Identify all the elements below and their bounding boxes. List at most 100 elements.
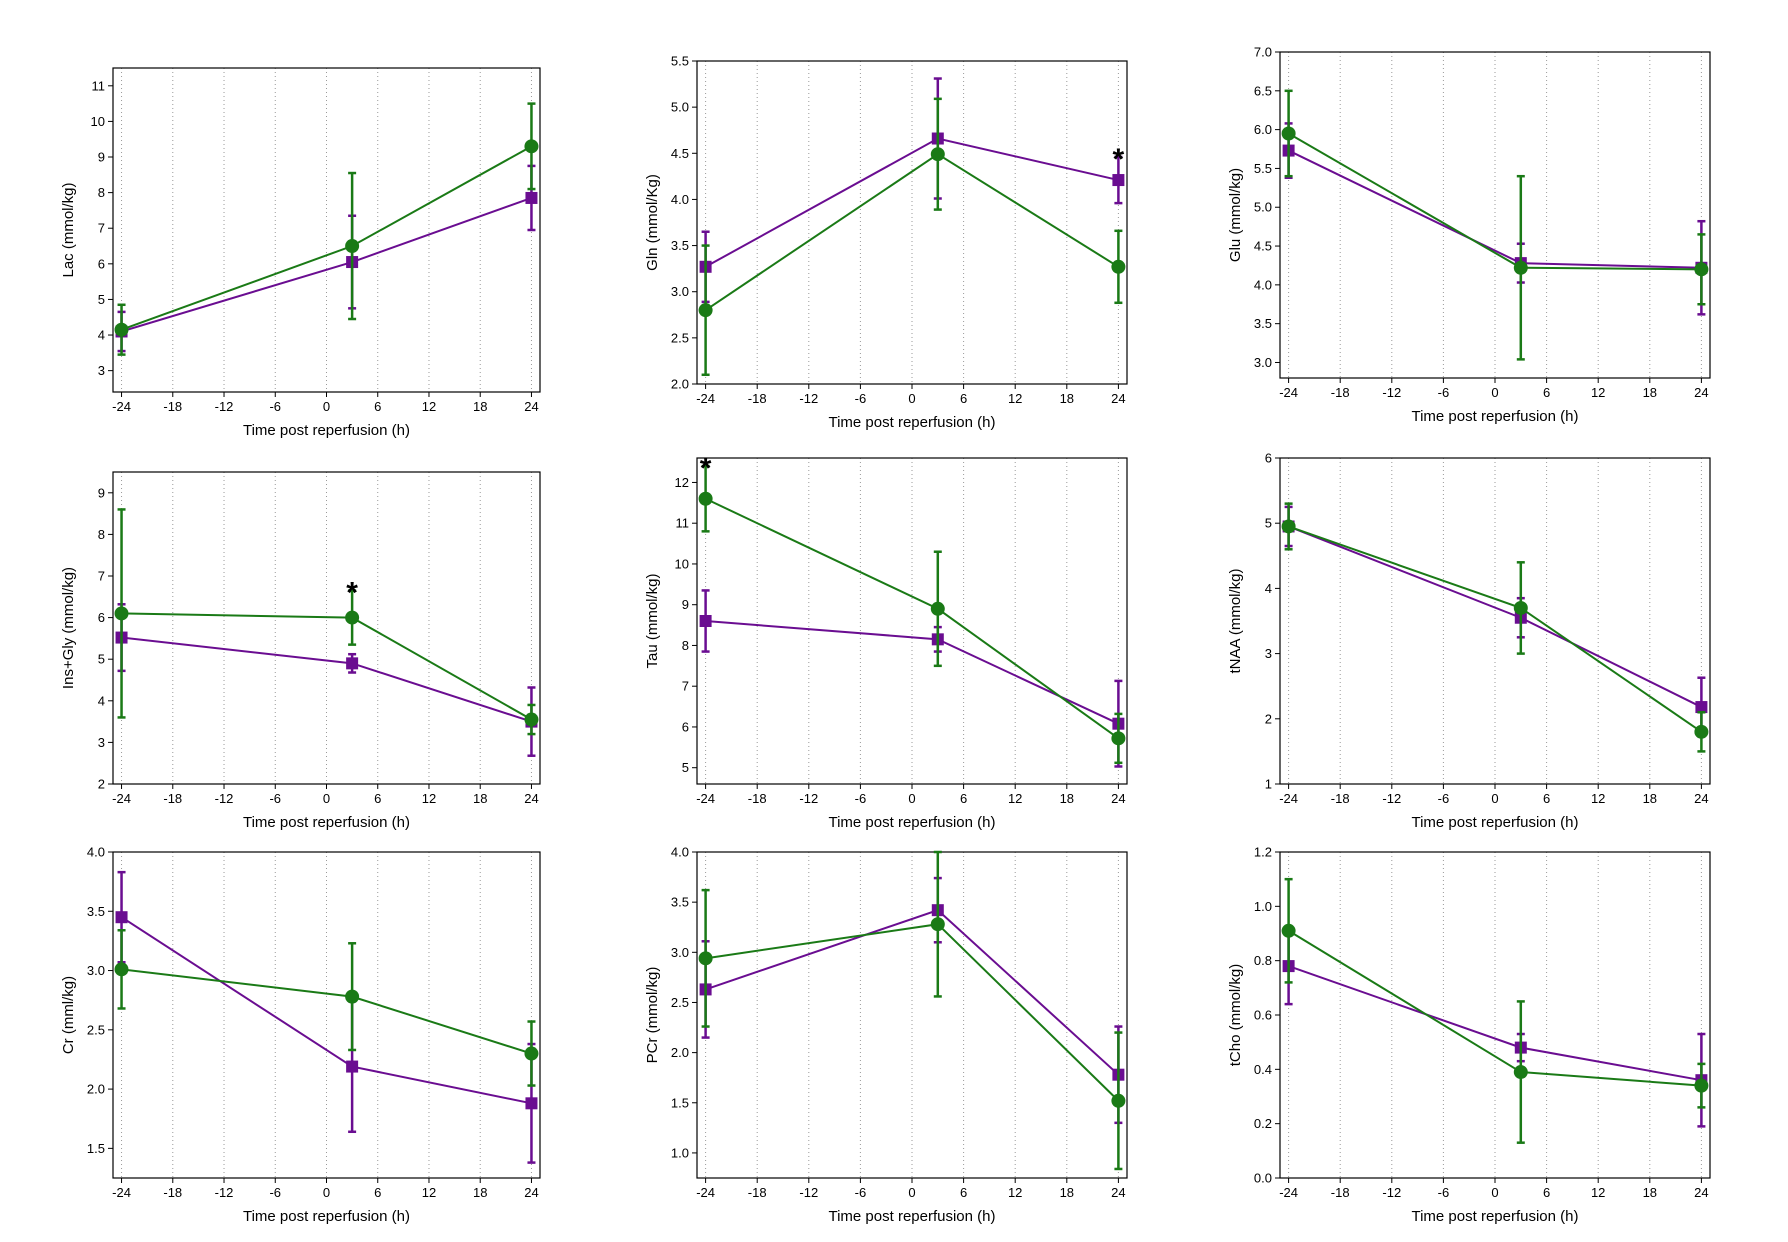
x-tick-label: -18 [1331, 385, 1350, 400]
y-tick-label: 0.2 [1254, 1116, 1272, 1131]
x-tick-label: -12 [799, 791, 818, 806]
x-tick-label: 0 [1491, 385, 1498, 400]
series-line [1288, 525, 1702, 733]
y-tick-label: 3.0 [87, 963, 105, 978]
y-tick-label: 9 [98, 150, 105, 165]
x-tick-label: 18 [1060, 791, 1074, 806]
series-green [698, 464, 1126, 765]
y-tick-label: 8 [682, 638, 689, 653]
data-point [1281, 519, 1296, 534]
x-tick-label: 12 [1008, 391, 1022, 406]
x-tick-label: -18 [748, 791, 767, 806]
y-tick-label: 7 [98, 569, 105, 584]
y-tick-label: 6 [1265, 451, 1272, 466]
x-axis-title: Time post reperfusion (h) [243, 422, 410, 439]
x-axis-title: Time post reperfusion (h) [828, 414, 995, 431]
y-tick-label: 2 [98, 777, 105, 792]
series-green [114, 928, 539, 1087]
x-tick-label: 6 [1543, 1185, 1550, 1200]
y-tick-label: 9 [682, 597, 689, 612]
series-purple [699, 77, 1125, 304]
y-tick-label: 1.5 [671, 1095, 689, 1110]
y-tick-label: 4 [98, 328, 105, 343]
x-tick-label: 6 [960, 1185, 967, 1200]
y-tick-label: 3.0 [671, 284, 689, 299]
x-tick-label: 12 [1591, 791, 1605, 806]
y-tick-label: 12 [675, 475, 689, 490]
y-tick-label: 3 [1265, 646, 1272, 661]
x-tick-label: 18 [1643, 1185, 1657, 1200]
y-tick-label: 5.0 [671, 100, 689, 115]
y-tick-label: 3 [98, 363, 105, 378]
y-tick-label: 6 [98, 610, 105, 625]
y-tick-label: 0.8 [1254, 953, 1272, 968]
x-tick-label: 24 [524, 1185, 538, 1200]
data-point [114, 962, 129, 977]
x-tick-label: -6 [1438, 385, 1450, 400]
data-point [345, 610, 360, 625]
y-tick-label: 3 [98, 735, 105, 750]
y-tick-label: 6 [98, 256, 105, 271]
x-tick-label: 24 [1111, 791, 1125, 806]
x-tick-label: -18 [1331, 791, 1350, 806]
data-point [930, 147, 945, 162]
x-tick-label: -18 [163, 791, 182, 806]
x-tick-label: -12 [1382, 1185, 1401, 1200]
x-tick-label: -24 [696, 791, 715, 806]
y-tick-label: 3.5 [1254, 316, 1272, 331]
x-tick-label: 6 [1543, 385, 1550, 400]
series-line [1288, 965, 1702, 1082]
x-tick-label: 18 [1643, 791, 1657, 806]
x-tick-label: 0 [1491, 1185, 1498, 1200]
x-tick-label: 6 [960, 391, 967, 406]
y-tick-label: 2 [1265, 711, 1272, 726]
x-tick-label: 12 [1008, 791, 1022, 806]
x-tick-label: -6 [855, 791, 867, 806]
y-tick-label: 3.0 [1254, 355, 1272, 370]
series-line [121, 145, 532, 331]
series-line [705, 620, 1119, 725]
y-tick-label: 2.0 [671, 377, 689, 392]
data-point [699, 615, 712, 627]
y-tick-label: 6.5 [1254, 83, 1272, 98]
x-tick-label: 12 [1591, 385, 1605, 400]
chart-panel: -24 -18 -12 -6 0 6 12 18 24 3 4 5 6 7 8 9 10 11 Time post … [60, 67, 541, 439]
x-tick-label: 6 [960, 791, 967, 806]
chart-panel: -24 -18 -12 -6 0 6 12 18 24 5 6 7 8 9 10 11 12 Time post … [644, 452, 1128, 831]
y-tick-label: 2.5 [671, 330, 689, 345]
x-tick-label: -12 [215, 399, 234, 414]
y-tick-label: 4.5 [671, 146, 689, 161]
y-tick-label: 1.0 [671, 1145, 689, 1160]
y-tick-label: 0.6 [1254, 1008, 1272, 1023]
x-tick-label: 6 [374, 791, 381, 806]
x-tick-label: -24 [1279, 791, 1298, 806]
series-line [120, 916, 532, 1105]
y-tick-label: 6 [682, 719, 689, 734]
data-point [698, 951, 713, 966]
series-green [1281, 89, 1709, 361]
data-point [1111, 1093, 1126, 1108]
y-tick-label: 3.5 [671, 895, 689, 910]
y-tick-label: 1.0 [1254, 899, 1272, 914]
series-green [114, 508, 539, 736]
x-tick-label: 18 [473, 399, 487, 414]
series-green [114, 102, 539, 356]
data-point [524, 139, 539, 154]
x-tick-label: 0 [908, 391, 915, 406]
series-green [1281, 877, 1709, 1144]
y-tick-label: 5.0 [1254, 200, 1272, 215]
data-point [930, 917, 945, 932]
y-axis-title: Cr (mml/kg) [60, 976, 77, 1054]
data-point [1694, 724, 1709, 739]
x-tick-label: -24 [1279, 1185, 1298, 1200]
y-axis-title: Lac (mmol/kg) [60, 182, 77, 277]
x-tick-label: 0 [323, 399, 330, 414]
x-tick-label: -6 [269, 791, 281, 806]
series-purple [115, 870, 538, 1164]
x-tick-label: 24 [524, 399, 538, 414]
x-tick-label: -12 [799, 391, 818, 406]
data-point [930, 601, 945, 616]
x-tick-label: 18 [473, 791, 487, 806]
